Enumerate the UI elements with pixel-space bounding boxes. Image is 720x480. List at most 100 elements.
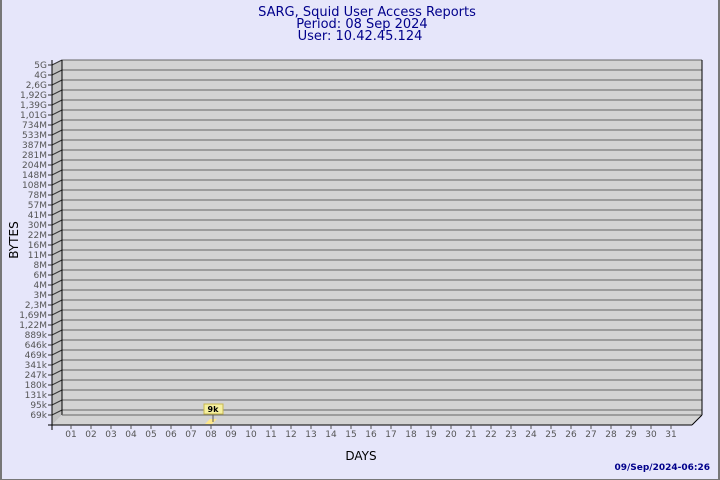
x-tick-label: 27 — [585, 430, 596, 440]
gridline-side — [51, 319, 63, 326]
x-tick-label: 08 — [205, 430, 217, 440]
x-tick-label: 06 — [165, 430, 177, 440]
y-tick-label: 11M — [28, 251, 47, 261]
y-tick-label: 247k — [25, 371, 48, 381]
y-tick-label: 341k — [25, 361, 48, 371]
y-tick-label: 148M — [22, 171, 47, 181]
gridline-side — [51, 359, 63, 366]
gridline-side — [51, 389, 63, 396]
back-wall — [62, 60, 702, 415]
gridline-side — [51, 339, 63, 346]
x-tick-label: 18 — [405, 430, 417, 440]
x-tick-label: 14 — [325, 430, 337, 440]
floor — [52, 415, 702, 425]
gridline-side — [51, 159, 63, 166]
gridline-side — [51, 149, 63, 156]
x-tick-label: 23 — [505, 430, 516, 440]
x-tick-label: 17 — [385, 430, 396, 440]
x-tick-label: 01 — [65, 430, 76, 440]
y-tick-label: 69k — [30, 411, 47, 421]
y-tick-label: 8M — [34, 261, 48, 271]
gridline-side — [51, 119, 63, 126]
bars: 9k — [203, 403, 224, 424]
chart-subtitle-user: User: 10.42.45.124 — [298, 29, 423, 44]
x-tick-label: 03 — [105, 430, 116, 440]
gridline-side — [51, 249, 63, 256]
y-tick-label: 646k — [25, 341, 48, 351]
gridline-side — [51, 69, 63, 76]
x-tick-label: 20 — [445, 430, 457, 440]
gridline-side — [51, 329, 63, 336]
gridline-side — [51, 259, 63, 266]
gridline-side — [51, 399, 63, 406]
x-tick-label: 31 — [665, 430, 676, 440]
y-tick-label: 22M — [28, 231, 47, 241]
y-tick-label: 41M — [28, 211, 47, 221]
y-tick-label: 2,3M — [25, 301, 47, 311]
x-tick-label: 07 — [185, 430, 196, 440]
x-tick-label: 24 — [525, 430, 537, 440]
y-tick-label: 387M — [22, 141, 47, 151]
x-tick-label: 29 — [625, 430, 637, 440]
y-tick-label: 1,01G — [20, 111, 47, 121]
bar-day-08 — [205, 419, 217, 424]
y-tick-label: 3M — [34, 291, 48, 301]
gridline-side — [51, 279, 63, 286]
gridline-side — [51, 179, 63, 186]
x-tick-label: 02 — [85, 430, 96, 440]
y-tick-label: 5G — [34, 61, 47, 71]
gridline-side — [51, 289, 63, 296]
y-axis: 69k95k131k180k247k341k469k646k889k1,22M1… — [19, 61, 52, 421]
gridline-side — [51, 239, 63, 246]
y-tick-label: 1,92G — [20, 91, 47, 101]
y-tick-label: 1,22M — [19, 321, 47, 331]
x-tick-label: 22 — [485, 430, 496, 440]
x-axis: 01 02 03 04 05 06 07 08 09 10 11 12 13 14 15 16 17 18 19 20… — [65, 425, 677, 440]
gridline-side — [51, 169, 63, 176]
gridline-side — [51, 219, 63, 226]
bar-label-box — [203, 403, 224, 415]
y-tick-label: 533M — [22, 131, 47, 141]
gridline-side — [51, 79, 63, 86]
y-tick-label: 4M — [34, 281, 48, 291]
x-tick-label: 12 — [285, 430, 296, 440]
x-tick-label: 28 — [605, 430, 617, 440]
y-tick-label: 30M — [28, 221, 47, 231]
gridline-side — [51, 99, 63, 106]
y-axis-label: BYTES — [7, 221, 21, 258]
x-tick-label: 11 — [265, 430, 276, 440]
y-tick-label: 4G — [34, 71, 47, 81]
y-tick-label: 131k — [25, 391, 48, 401]
gridline-side — [51, 299, 63, 306]
y-tick-label: 78M — [28, 191, 47, 201]
x-tick-label: 16 — [365, 430, 377, 440]
gridline-side — [51, 139, 63, 146]
y-tick-label: 204M — [22, 161, 47, 171]
gridline-side — [51, 59, 63, 66]
plot-area — [48, 59, 703, 430]
x-tick-label: 04 — [125, 430, 137, 440]
x-tick-label: 19 — [425, 430, 437, 440]
y-tick-label: 889k — [25, 331, 48, 341]
x-tick-label: 05 — [145, 430, 156, 440]
generated-timestamp: 09/Sep/2024-06:26 — [614, 463, 710, 473]
x-tick-label: 25 — [545, 430, 556, 440]
gridline-side — [51, 199, 63, 206]
y-tick-label: 1,39G — [20, 101, 47, 111]
x-axis-label: DAYS — [345, 449, 376, 463]
gridline-side — [51, 109, 63, 116]
x-tick-label: 30 — [645, 430, 657, 440]
y-tick-label: 57M — [28, 201, 47, 211]
y-tick-label: 2,6G — [26, 81, 47, 91]
chart-subtitle-period: Period: 08 Sep 2024 — [296, 17, 427, 32]
gridline-side — [51, 369, 63, 376]
y-tick-label: 16M — [28, 241, 47, 251]
x-tick-label: 13 — [305, 430, 316, 440]
gridline-side — [51, 269, 63, 276]
floor-right-edge — [691, 414, 703, 426]
y-tick-label: 469k — [25, 351, 48, 361]
gridline-side — [51, 229, 63, 236]
gridline-side — [51, 189, 63, 196]
gridline-side — [51, 129, 63, 136]
